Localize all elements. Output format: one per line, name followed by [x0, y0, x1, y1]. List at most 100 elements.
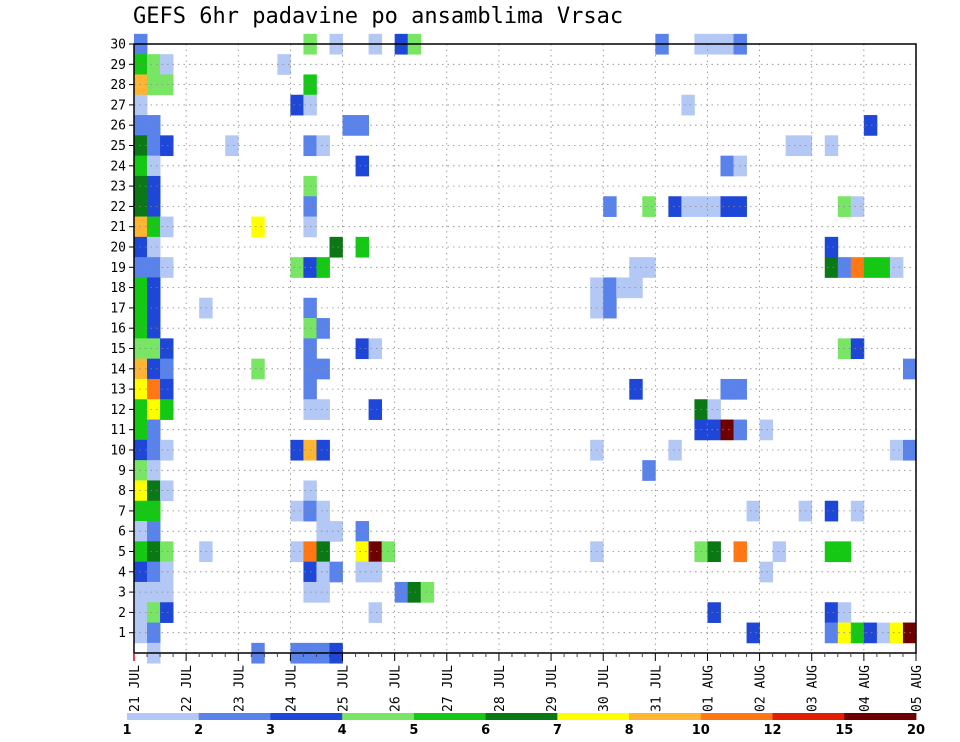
colorbar-label: 15	[835, 723, 853, 738]
heatmap-cell	[147, 74, 161, 96]
heatmap-cell	[368, 602, 383, 623]
x-tick-label: 03 AUG	[806, 665, 821, 712]
heatmap-cell	[603, 196, 617, 217]
heatmap-cell	[824, 500, 839, 522]
colorbar-label: 10	[692, 723, 710, 738]
y-tick-label: 29	[110, 58, 126, 73]
heatmap-cell	[329, 236, 343, 258]
heatmap-cell	[824, 135, 839, 157]
heatmap-cell	[785, 135, 800, 157]
heatmap-cell	[707, 602, 721, 623]
y-tick-label: 18	[110, 281, 126, 296]
heatmap-cell	[850, 257, 865, 278]
heatmap-cell	[160, 399, 174, 420]
y-tick-label: 9	[118, 464, 126, 479]
heatmap-cell	[850, 500, 865, 522]
heatmap-cell	[160, 480, 174, 502]
heatmap-cell	[147, 216, 161, 238]
colorbar-swatch	[844, 713, 917, 720]
heatmap-cell	[160, 338, 174, 360]
heatmap-cell	[746, 622, 760, 644]
y-axis: 1234567891011121314151617181920212223242…	[110, 38, 134, 641]
colorbar-swatch	[127, 713, 200, 720]
heatmap-cell	[251, 358, 265, 380]
heatmap-cell	[160, 257, 174, 278]
heatmap-cell	[316, 500, 330, 522]
colorbar-label: 7	[553, 723, 562, 738]
heatmap-cell	[316, 521, 330, 542]
chart-title: GEFS 6hr padavine po ansamblima Vrsac	[133, 4, 624, 29]
x-tick-label: 28 JUL	[493, 665, 508, 712]
heatmap-cell	[316, 439, 330, 461]
x-axis: 21 JUL 22 JUL 23 JUL 24 JUL 25 JUL 26 JUL 27 J…	[128, 653, 925, 712]
heatmap-cell	[707, 399, 721, 420]
heatmap-cell	[824, 541, 839, 563]
y-tick-label: 14	[110, 362, 126, 377]
colorbar-swatch	[700, 713, 773, 720]
heatmap-cell	[720, 378, 734, 400]
colorbar-label: 8	[625, 723, 634, 738]
x-tick-label: 24 JUL	[284, 665, 299, 712]
heatmap-cell	[251, 216, 265, 238]
x-tick-label: 31 JUL	[649, 665, 664, 712]
heatmap-cell	[160, 541, 174, 563]
heatmap-cell	[147, 155, 161, 177]
heatmap-cell	[707, 196, 721, 217]
heatmap-cell	[290, 541, 304, 563]
heatmap-cell	[290, 257, 304, 278]
heatmap-cell	[147, 318, 161, 339]
y-tick-label: 3	[118, 586, 126, 601]
x-tick-label: 22 JUL	[180, 665, 195, 712]
heatmap-cell	[147, 561, 161, 583]
y-tick-label: 25	[110, 139, 126, 154]
heatmap-cell	[147, 257, 161, 278]
colorbar-label: 4	[338, 723, 347, 738]
x-tick-label: 27 JUL	[441, 665, 456, 712]
y-tick-label: 8	[118, 484, 126, 499]
heatmap-cell	[681, 94, 695, 116]
heatmap-cell	[889, 622, 904, 644]
heatmap-cell	[316, 358, 330, 380]
heatmap-cell	[824, 622, 839, 644]
x-tick-label: 29 JUL	[545, 665, 560, 712]
y-tick-label: 22	[110, 200, 126, 215]
y-tick-label: 2	[118, 606, 126, 621]
colorbar-label: 5	[409, 723, 418, 738]
heatmap-cell	[889, 257, 904, 278]
heatmap-cell	[681, 196, 695, 217]
heatmap-cell	[863, 115, 878, 136]
heatmap-cell	[147, 297, 161, 319]
heatmap-cell	[225, 135, 239, 157]
heatmap-cell	[355, 521, 369, 542]
heatmap-cell	[824, 236, 839, 258]
colorbar-swatch	[413, 713, 487, 720]
heatmap-cell	[368, 561, 383, 583]
y-tick-label: 23	[110, 180, 126, 195]
heatmap-cell	[316, 318, 330, 339]
colorbar-label: 12	[763, 723, 781, 738]
y-tick-label: 21	[110, 220, 126, 235]
heatmap-cell	[160, 358, 174, 380]
heatmap-cell	[876, 257, 891, 278]
y-tick-label: 13	[110, 383, 126, 398]
y-tick-label: 1	[118, 626, 126, 641]
x-tick-label: 30 JUL	[597, 665, 612, 712]
x-tick-label: 05 AUG	[910, 665, 925, 712]
heatmap-cell	[603, 297, 617, 319]
heatmap-cell	[160, 74, 174, 96]
colorbar: 1 2 3 4 5 6 7 8 10 12 15 20	[122, 713, 925, 738]
heatmap-cell	[824, 602, 839, 623]
colorbar-swatch	[270, 713, 343, 720]
heatmap-cell	[355, 115, 369, 136]
heatmap-cell	[160, 581, 174, 603]
heatmap-cell	[147, 500, 161, 522]
colorbar-swatch	[342, 713, 415, 720]
heatmap-cell	[603, 277, 617, 299]
heatmap-cell	[277, 54, 291, 75]
heatmap-cell	[850, 196, 865, 217]
y-tick-label: 20	[110, 241, 126, 256]
y-tick-label: 5	[118, 545, 126, 560]
heatmap-cell	[147, 399, 161, 420]
heatmap-cell	[147, 581, 161, 603]
